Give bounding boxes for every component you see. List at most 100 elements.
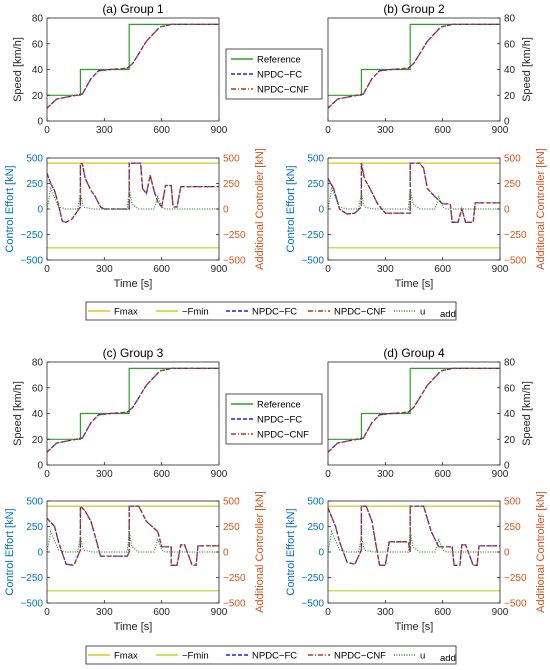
- x-tick-label: 0: [44, 469, 50, 480]
- y2-tick-label: −500: [223, 599, 246, 610]
- y2-axis-label: Additional Controller [kN]: [254, 148, 266, 270]
- series-group: [328, 505, 500, 592]
- panel-title: (a) Group 1: [102, 2, 164, 16]
- y-tick-label: 0: [37, 205, 43, 216]
- y2-tick-label: −500: [504, 256, 527, 267]
- x-tick-label: 300: [96, 264, 113, 275]
- y-tick-label: 40: [32, 65, 44, 76]
- series-line-npdccnf: [328, 505, 500, 566]
- y2-tick-label: 0: [504, 548, 510, 559]
- series-group: [47, 23, 219, 109]
- x-tick-label: 0: [325, 125, 331, 136]
- y-tick-label: 40: [32, 409, 44, 420]
- x-tick-label: 600: [153, 264, 170, 275]
- y-tick-label: 250: [307, 179, 324, 190]
- y2-axis-label: Additional Controller [kN]: [535, 491, 547, 613]
- legend-subscript: add: [440, 653, 456, 664]
- y2-tick-label: 500: [223, 497, 240, 508]
- chart-panel-5: 0 300 600 900 (c) Group 3 0 20 40 60 80 Speed [km/…: [12, 346, 228, 480]
- legend-label: NPDC−FC: [257, 70, 302, 81]
- y2-axis-label: Additional Controller [kN]: [535, 148, 547, 270]
- series-line-npdccnf: [328, 367, 500, 453]
- legend-label: −Fmin: [182, 307, 209, 318]
- y-tick-label: −250: [301, 230, 324, 241]
- y2-tick-label: −250: [504, 230, 527, 241]
- y-axis-label: Control Effort [kN]: [285, 165, 297, 252]
- x-tick-label: 900: [492, 469, 509, 480]
- legend-label: NPDC−FC: [252, 307, 297, 318]
- control-legend: Fmax −Fmin NPDC−FC NPDC−CNF u add: [85, 301, 457, 321]
- legend-label: NPDC−CNF: [334, 651, 386, 662]
- y-tick-label: 500: [307, 497, 324, 508]
- y2-tick-label: 0: [504, 205, 510, 216]
- panel-title: (c) Group 3: [103, 346, 164, 360]
- x-tick-label: 300: [377, 607, 394, 618]
- x-tick-label: 900: [211, 264, 228, 275]
- legend-label: Reference: [257, 400, 301, 411]
- y2-tick-label: −250: [223, 230, 246, 241]
- x-axis-label: Time [s]: [114, 278, 153, 290]
- y-tick-label: 0: [504, 461, 510, 472]
- series-line-uadd: [47, 529, 219, 553]
- chart-panel-1: 0 300 600 900 (a) Group 1 0 20 40 60 80 Speed [km/…: [12, 2, 228, 136]
- series-line-npdccnf: [47, 23, 219, 109]
- x-tick-label: 900: [492, 125, 509, 136]
- x-axis-label: Time [s]: [395, 621, 434, 633]
- y-tick-label: 60: [32, 383, 44, 394]
- chart-panel-7: 0 300 600 900 Time [s] 500 500 250 250 0 0 −250 −250…: [4, 491, 266, 633]
- plot-area: [328, 362, 500, 465]
- series-group: [328, 162, 500, 249]
- x-tick-label: 0: [44, 264, 50, 275]
- series-line-npdcfc: [47, 504, 219, 567]
- x-tick-label: 0: [44, 125, 50, 136]
- legend-label: u: [420, 651, 425, 662]
- y-tick-label: 60: [504, 383, 516, 394]
- y-axis-label: Control Effort [kN]: [285, 508, 297, 595]
- y-tick-label: 60: [32, 39, 44, 50]
- x-tick-label: 900: [211, 607, 228, 618]
- legend-label: Fmax: [114, 651, 138, 662]
- y2-axis-label: Additional Controller [kN]: [254, 491, 266, 613]
- series-group: [47, 367, 219, 453]
- x-tick-label: 0: [44, 607, 50, 618]
- y-tick-label: 80: [32, 14, 44, 25]
- legend-label: NPDC−FC: [257, 415, 302, 426]
- y2-tick-label: −250: [223, 573, 246, 584]
- y-tick-label: 0: [318, 548, 324, 559]
- x-tick-label: 600: [434, 469, 451, 480]
- y-tick-label: 20: [504, 435, 516, 446]
- x-tick-label: 600: [434, 607, 451, 618]
- x-tick-label: 900: [492, 264, 509, 275]
- y2-tick-label: 0: [223, 205, 229, 216]
- plot-area: [47, 18, 219, 121]
- y-tick-label: 80: [504, 358, 516, 369]
- y-tick-label: 40: [504, 409, 516, 420]
- y-tick-label: 80: [32, 358, 44, 369]
- speed-legend: Reference NPDC−FC NPDC−CNF: [225, 48, 323, 100]
- legend-box: [225, 48, 323, 100]
- y2-tick-label: 250: [504, 179, 521, 190]
- series-group: [328, 367, 500, 453]
- x-tick-label: 600: [153, 607, 170, 618]
- series-line-npdcfc: [328, 505, 500, 566]
- y2-tick-label: −500: [504, 599, 527, 610]
- y-tick-label: 500: [307, 154, 324, 165]
- legend-box: [225, 393, 323, 445]
- chart-panel-3: 0 300 600 900 Time [s] 500 500 250 250 0 0 −250 −250…: [4, 148, 266, 290]
- legend-label: NPDC−CNF: [334, 307, 386, 318]
- chart-panel-8: 0 300 600 900 Time [s] 500 500 250 250 0 0 −250 −250…: [285, 491, 547, 633]
- legend-label: NPDC−CNF: [257, 85, 309, 96]
- x-tick-label: 300: [377, 469, 394, 480]
- y-tick-label: 80: [504, 14, 516, 25]
- chart-panel-2: 0 300 600 900 (b) Group 2 0 20 40 60 80 Speed [km/…: [325, 2, 533, 136]
- speed-legend: Reference NPDC−FC NPDC−CNF: [225, 393, 323, 445]
- series-line-npdccnf: [328, 162, 500, 223]
- chart-panel-6: 0 300 600 900 (d) Group 4 0 20 40 60 80 Speed [km/…: [325, 346, 533, 480]
- x-tick-label: 600: [153, 469, 170, 480]
- y-tick-label: 0: [37, 548, 43, 559]
- y-tick-label: 0: [318, 205, 324, 216]
- y-tick-label: 250: [26, 522, 43, 533]
- x-tick-label: 0: [325, 469, 331, 480]
- x-tick-label: 0: [325, 607, 331, 618]
